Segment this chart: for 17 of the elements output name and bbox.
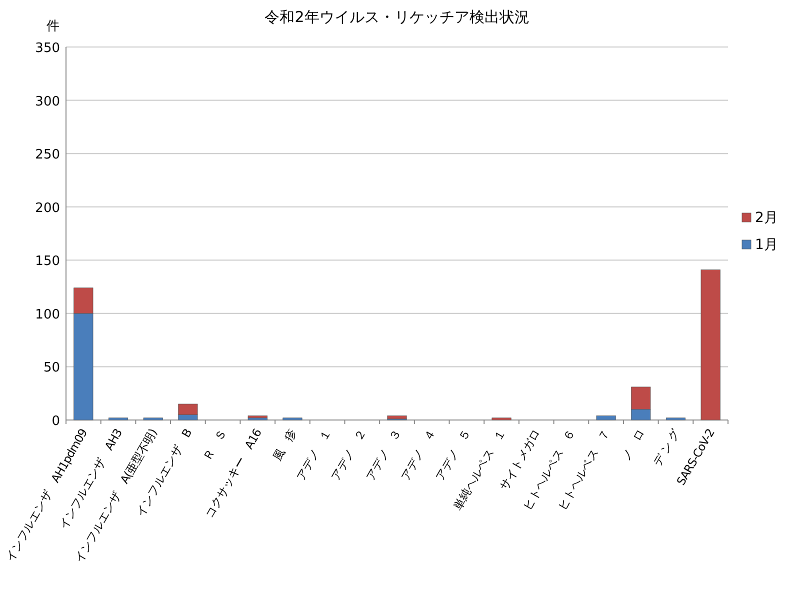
x-tick-label: アデノ ５ — [432, 426, 474, 483]
y-tick-label: 50 — [43, 360, 60, 376]
y-tick-label: 350 — [35, 41, 60, 56]
y-tick-label: 300 — [35, 94, 60, 110]
y-tick-label: 100 — [35, 307, 60, 322]
y-tick-label: 150 — [35, 254, 60, 270]
y-tick-label: 250 — [35, 148, 60, 163]
x-tick-label: 風 疹 — [270, 426, 300, 464]
legend-label: 2月 — [755, 210, 778, 226]
chart-title: 令和2年ウイルス・リケッチア検出状況 — [264, 8, 530, 26]
x-tick-label: ノ ロ — [618, 426, 648, 464]
y-tick-label: 200 — [35, 200, 60, 216]
y-tick-label: 0 — [52, 414, 60, 429]
legend-label: 1月 — [755, 237, 778, 253]
x-tick-label: Ｒ Ｓ — [200, 426, 230, 464]
x-tick-label: デ ン グ — [650, 425, 684, 468]
y-axis-title: 件 — [46, 19, 60, 34]
